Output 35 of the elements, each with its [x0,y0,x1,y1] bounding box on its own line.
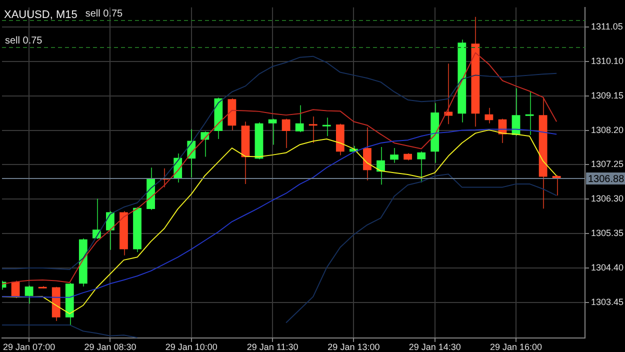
ref-line-label: sell 0.75 [5,35,43,46]
candlestick [376,146,385,186]
y-tick-label: 1305.35 [591,228,624,238]
x-tick-label: 29 Jan 10:00 [165,342,218,352]
candlestick [268,118,277,146]
y-tick-label: 1303.45 [591,296,624,307]
candlestick [417,150,426,183]
x-tick-label: 29 Jan 14:30 [408,342,461,352]
candlestick [525,91,534,136]
y-tick-label: 1310.10 [591,56,624,66]
y-tick-label: 1306.30 [591,194,624,204]
y-tick-label: 1311.05 [591,21,623,32]
candlestick [390,148,398,164]
candlestick [282,118,290,149]
candlestick [92,198,101,240]
ref-line-label: sell 0.75 [85,8,124,20]
y-tick-label: 1304.40 [591,262,624,273]
x-tick-label: 29 Jan 13:00 [328,342,380,352]
candlestick [308,116,318,144]
x-tick-label: 29 Jan 16:00 [490,342,542,352]
candlestick [484,107,494,124]
candlestick [552,174,561,196]
y-tick-label: 1307.25 [591,159,624,170]
candlestick [322,117,331,137]
ref-line-label: 1306.88 [588,174,625,185]
x-tick-label: 29 Jan 08:30 [84,342,136,352]
y-tick-label: 1308.20 [591,124,624,135]
y-tick-label: 1309.15 [591,90,624,100]
x-tick-label: 29 Jan 11:30 [246,342,298,352]
chart-title: XAUUSD, M15 [4,8,78,21]
candlestick [363,126,372,181]
candlestick [295,104,304,133]
candlestick [24,284,34,304]
candlestick [106,210,114,250]
x-tick-label: 29 Jan 07:00 [3,342,56,352]
